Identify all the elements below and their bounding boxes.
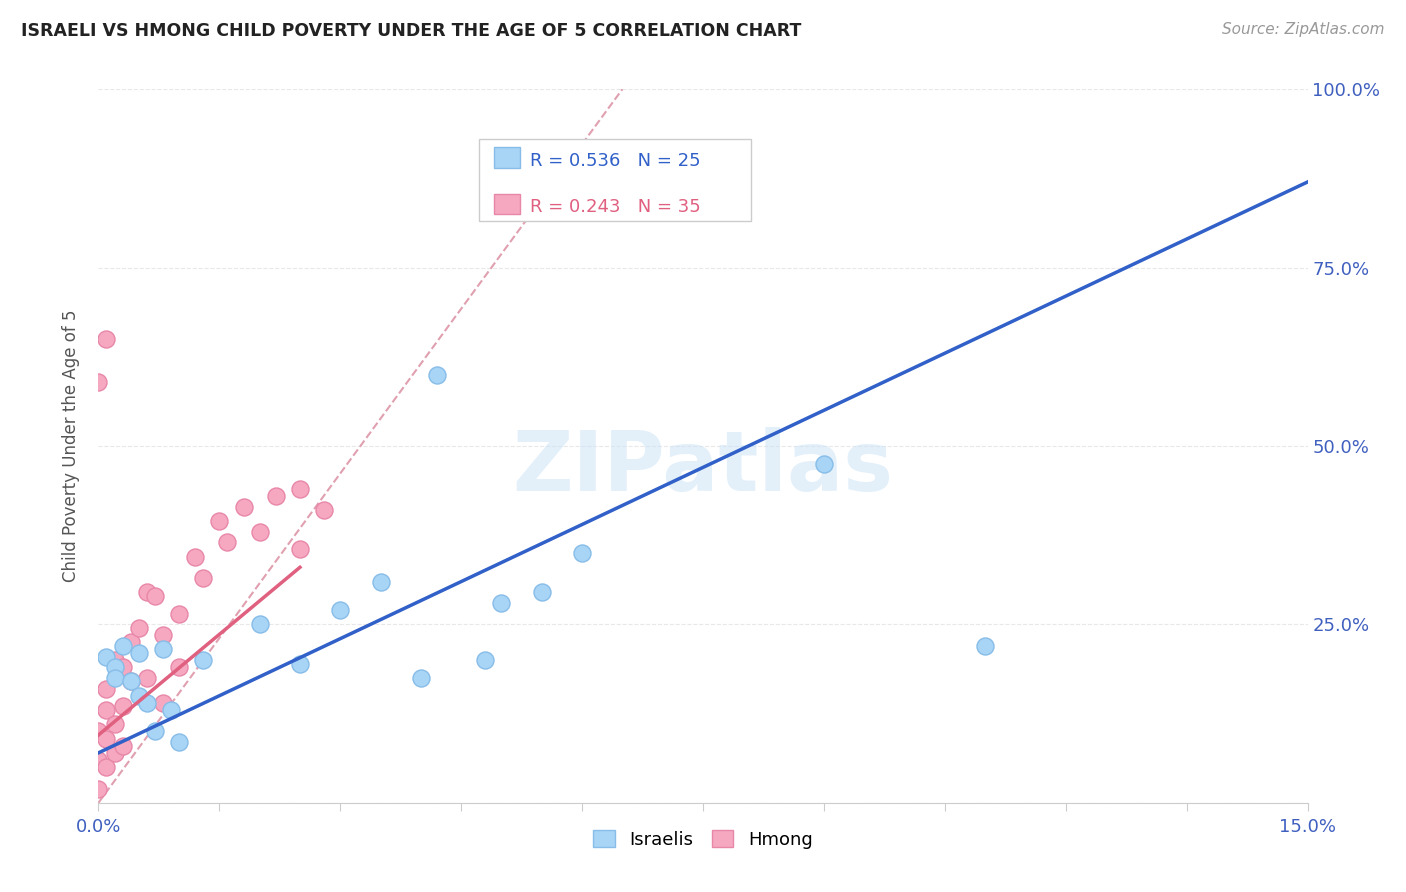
Point: [974, 639, 997, 653]
Point: [249, 617, 271, 632]
Point: [409, 671, 432, 685]
Point: [264, 489, 287, 503]
Point: [530, 585, 553, 599]
Point: [120, 635, 142, 649]
Point: [111, 660, 134, 674]
Point: [184, 549, 207, 564]
Point: [167, 607, 190, 621]
Point: [232, 500, 254, 514]
Y-axis label: Child Poverty Under the Age of 5: Child Poverty Under the Age of 5: [62, 310, 80, 582]
Point: [426, 368, 449, 382]
Point: [314, 503, 336, 517]
Point: [370, 574, 392, 589]
Point: [152, 696, 174, 710]
Point: [135, 671, 157, 685]
Point: [96, 681, 118, 696]
Point: [208, 514, 231, 528]
Point: [329, 603, 352, 617]
Point: [193, 571, 215, 585]
Text: ISRAELI VS HMONG CHILD POVERTY UNDER THE AGE OF 5 CORRELATION CHART: ISRAELI VS HMONG CHILD POVERTY UNDER THE…: [21, 22, 801, 40]
Point: [491, 596, 513, 610]
Point: [103, 671, 125, 685]
Point: [152, 642, 174, 657]
Point: [167, 660, 190, 674]
Point: [143, 589, 166, 603]
Point: [120, 674, 142, 689]
Point: [87, 753, 110, 767]
Point: [288, 542, 311, 557]
FancyBboxPatch shape: [479, 139, 751, 221]
Point: [288, 482, 311, 496]
Point: [96, 731, 118, 746]
Point: [128, 689, 150, 703]
Point: [87, 724, 110, 739]
Point: [288, 657, 311, 671]
Point: [87, 375, 110, 389]
Legend: Israelis, Hmong: Israelis, Hmong: [585, 822, 821, 858]
Point: [571, 546, 593, 560]
Point: [128, 621, 150, 635]
FancyBboxPatch shape: [494, 194, 520, 214]
Point: [167, 735, 190, 749]
Point: [813, 457, 835, 471]
Point: [217, 535, 239, 549]
Point: [120, 674, 142, 689]
Point: [135, 585, 157, 599]
Point: [103, 717, 125, 731]
Point: [160, 703, 183, 717]
Point: [474, 653, 496, 667]
Point: [96, 649, 118, 664]
Point: [87, 781, 110, 796]
Point: [128, 646, 150, 660]
Point: [111, 639, 134, 653]
Text: R = 0.243   N = 35: R = 0.243 N = 35: [530, 198, 700, 216]
Point: [111, 739, 134, 753]
Point: [249, 524, 271, 539]
Point: [103, 653, 125, 667]
FancyBboxPatch shape: [494, 147, 520, 168]
Point: [103, 660, 125, 674]
Point: [96, 703, 118, 717]
Point: [103, 746, 125, 760]
Text: R = 0.536   N = 25: R = 0.536 N = 25: [530, 152, 700, 169]
Text: ZIPatlas: ZIPatlas: [513, 427, 893, 508]
Point: [111, 699, 134, 714]
Text: Source: ZipAtlas.com: Source: ZipAtlas.com: [1222, 22, 1385, 37]
Point: [193, 653, 215, 667]
Point: [135, 696, 157, 710]
Point: [143, 724, 166, 739]
Point: [96, 760, 118, 774]
Point: [96, 332, 118, 346]
Point: [152, 628, 174, 642]
